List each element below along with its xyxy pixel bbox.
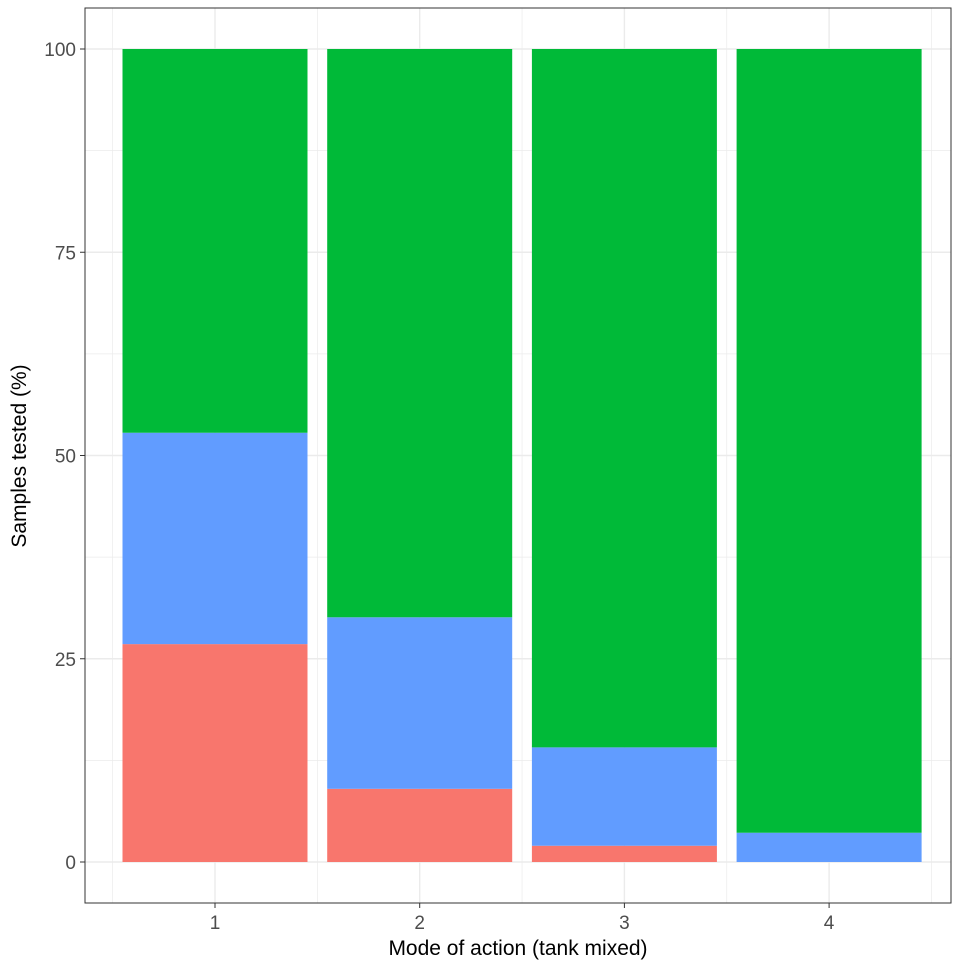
bars (122, 49, 922, 862)
bar-segment-3-2 (531, 49, 717, 748)
y-tick-label: 0 (65, 853, 76, 874)
bar-segment-1-2 (122, 49, 308, 433)
x-axis: 1 2 3 4 (210, 903, 835, 934)
y-axis-label: Samples tested (%) (8, 364, 31, 547)
bar-segment-4-1 (736, 832, 922, 862)
bar-segment-2-0 (327, 788, 513, 862)
bar-segment-4-2 (736, 49, 922, 833)
bar-segment-2-2 (327, 49, 513, 618)
x-tick-label: 3 (619, 913, 630, 934)
bar-segment-1-0 (122, 644, 308, 862)
bar-segment-3-1 (531, 747, 717, 846)
bar-segment-3-0 (531, 845, 717, 862)
bar-segment-2-1 (327, 617, 513, 789)
y-axis: 0 25 50 75 100 (44, 40, 85, 874)
y-tick-label: 50 (55, 447, 76, 468)
bar-segment-1-1 (122, 432, 308, 645)
x-tick-label: 4 (824, 913, 835, 934)
x-axis-label: Mode of action (tank mixed) (388, 937, 647, 960)
y-tick-label: 75 (55, 243, 76, 264)
y-tick-label: 25 (55, 650, 76, 671)
y-tick-label: 100 (44, 40, 76, 61)
x-tick-label: 2 (414, 913, 425, 934)
x-tick-label: 1 (210, 913, 221, 934)
